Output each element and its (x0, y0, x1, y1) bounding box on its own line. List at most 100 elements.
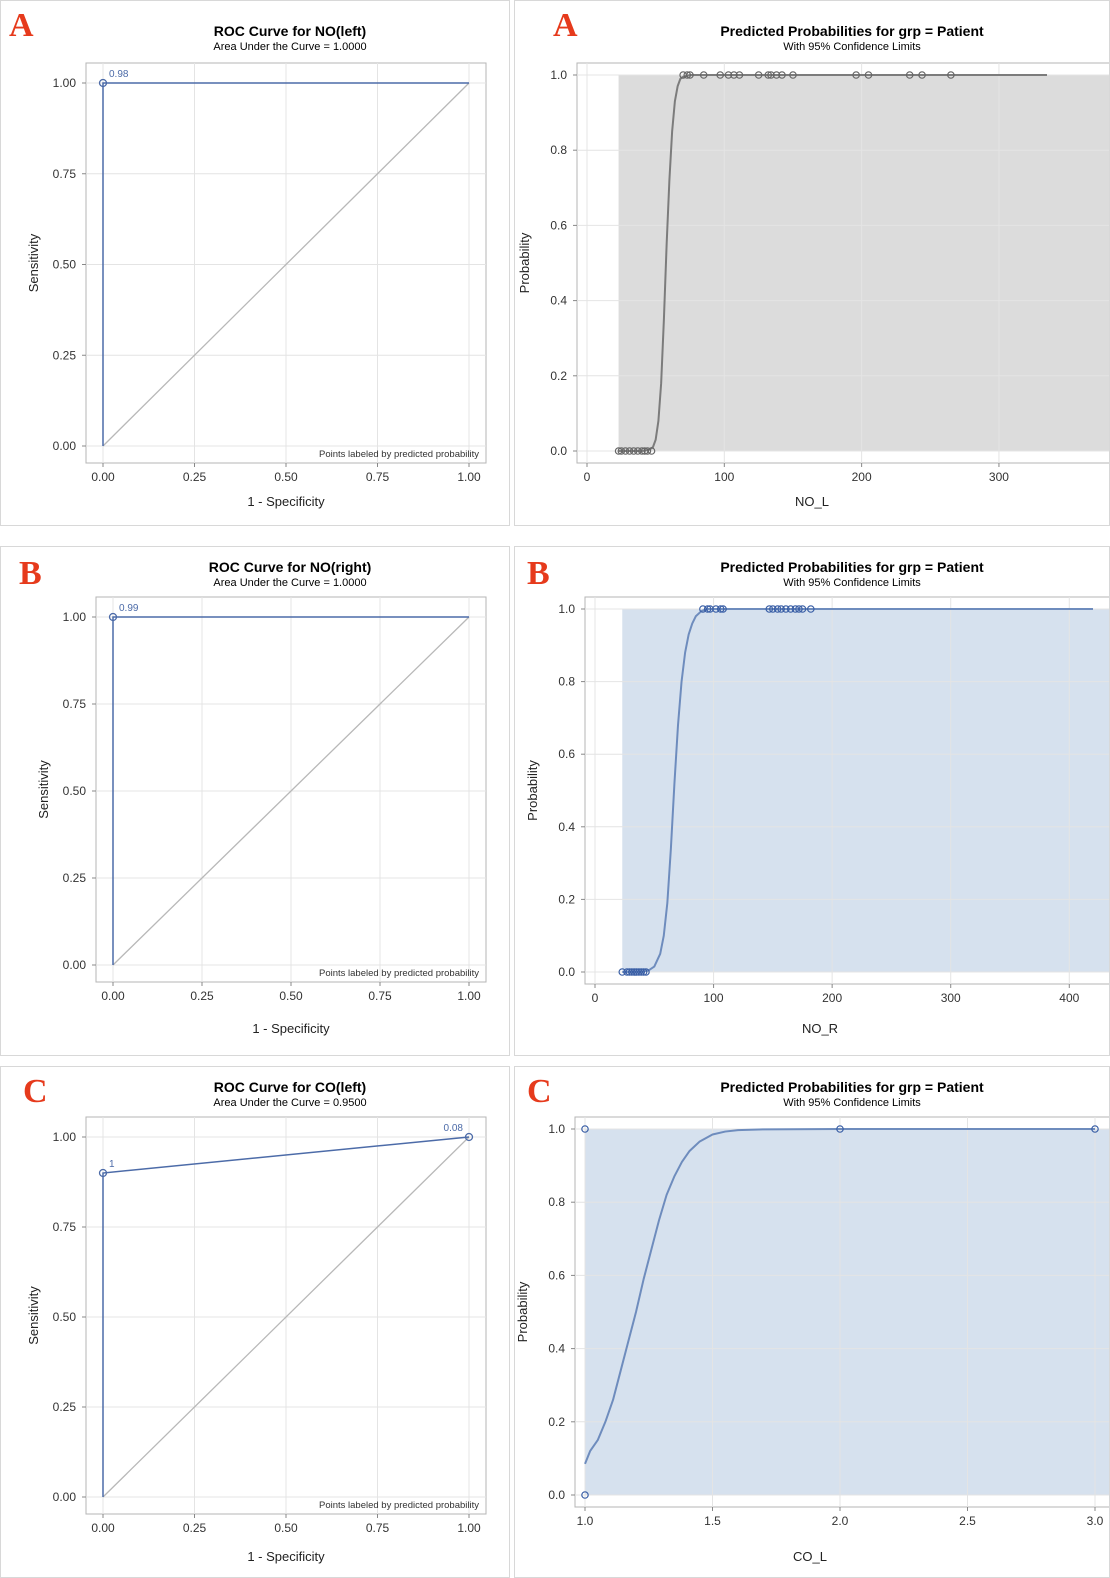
y-tick-label: 0.75 (53, 1220, 77, 1234)
y-tick-label: 0.4 (550, 294, 567, 308)
reference-diagonal (102, 82, 470, 447)
prob-title-c: Predicted Probabilities for grp = Patien… (720, 1079, 984, 1095)
observed-point (647, 447, 656, 455)
observed-point (639, 968, 648, 976)
observed-point (806, 605, 815, 613)
y-tick-label: 0.0 (548, 1488, 565, 1502)
observed-point (637, 968, 646, 976)
x-tick-label: 0.25 (190, 989, 214, 1003)
prob-chart-a: 0 100 200 300 0.0 0.2 0.4 0.6 0.8 1.0 NO_L Probabil… (517, 62, 1109, 509)
x-tick-label: 0.75 (366, 1521, 390, 1535)
y-axis-label: Probability (515, 1281, 530, 1342)
observed-point (772, 71, 781, 79)
x-tick-label: 1.00 (457, 1521, 481, 1535)
prob-title-b: Predicted Probabilities for grp = Patien… (720, 559, 984, 575)
prob-panel-a: 0 100 200 300 0.0 0.2 0.4 0.6 0.8 1.0 NO_L Probabil… (514, 0, 1110, 526)
x-tick-label: 200 (822, 991, 842, 1005)
x-tick-label: 0.75 (368, 989, 392, 1003)
observed-point (683, 71, 692, 79)
y-tick-label: 0.6 (548, 1268, 565, 1282)
points-note: Points labeled by predicted probability (319, 1500, 479, 1511)
observed-point (643, 447, 652, 455)
y-tick-label: 1.0 (558, 602, 575, 616)
observed-point (918, 71, 926, 79)
observed-point (716, 71, 724, 79)
observed-point (767, 71, 775, 79)
y-tick-label: 0.00 (63, 958, 87, 972)
observed-point (618, 968, 627, 976)
roc-title-b: ROC Curve for NO(right) (208, 559, 372, 575)
observed-point (947, 71, 955, 79)
y-tick-label: 0.0 (550, 444, 567, 458)
roc-point (464, 1132, 474, 1142)
y-tick-label: 0.4 (558, 820, 575, 834)
x-axis-label: 1 - Specificity (252, 1021, 330, 1036)
observed-point (864, 71, 873, 79)
roc-curve (102, 82, 469, 446)
x-tick-label: 0.50 (279, 989, 303, 1003)
observed-point (764, 71, 773, 79)
observed-point (625, 968, 634, 976)
y-tick-label: 0.2 (558, 892, 575, 906)
roc-curve (112, 616, 469, 965)
observed-point (629, 447, 638, 455)
x-tick-label: 1.00 (457, 989, 481, 1003)
observed-point (836, 1125, 844, 1133)
x-tick-label: 0.75 (366, 470, 390, 484)
y-tick-label: 0.8 (558, 675, 575, 689)
x-tick-label: 400 (1059, 991, 1079, 1005)
y-tick-label: 0.75 (63, 697, 87, 711)
observed-point (712, 605, 720, 613)
y-tick-label: 0.6 (550, 218, 567, 232)
y-tick-label: 1.00 (53, 1130, 77, 1144)
observed-point (765, 605, 774, 613)
observed-point (905, 71, 914, 79)
y-tick-label: 0.00 (53, 439, 77, 453)
y-tick-label: 0.8 (548, 1195, 565, 1209)
prob-chart-b: 0 100 200 300 400 0.0 0.2 0.4 0.6 0.8 1.0 NO_R Proba… (525, 596, 1109, 1036)
point-label: 0.08 (444, 1123, 464, 1134)
x-tick-label: 0.50 (274, 1521, 298, 1535)
prob-subtitle-c: With 95% Confidence Limits (783, 1097, 921, 1109)
observed-point (782, 605, 790, 613)
y-axis-label: Sensitivity (36, 760, 51, 819)
roc-title-c: ROC Curve for CO(left) (213, 1079, 367, 1095)
observed-point (699, 605, 707, 613)
y-tick-label: 0.50 (53, 258, 77, 272)
point-label: 1 (109, 1159, 115, 1170)
roc-point (98, 1168, 108, 1178)
y-axis-label: Sensitivity (26, 1286, 41, 1345)
prob-panel-c: 1.0 1.5 2.0 2.5 3.0 0.0 0.2 0.4 0.6 0.8 1.0 CO_L Pro… (514, 1066, 1110, 1578)
point-label: 0.98 (109, 69, 129, 80)
panel-label-b-roc: B (19, 555, 42, 592)
panel-label-a-roc: A (9, 7, 34, 44)
roc-panel-a: 0.00 0.25 0.50 0.75 1.00 0.00 0.25 0.50 0.75 1.00… (0, 0, 510, 526)
observed-point (724, 71, 733, 79)
roc-subtitle-c: Area Under the Curve = 0.9500 (213, 1097, 367, 1109)
y-tick-label: 0.25 (53, 1400, 77, 1414)
observed-point (798, 605, 807, 613)
roc-point (98, 78, 108, 88)
y-tick-label: 0.50 (63, 784, 87, 798)
confidence-band (618, 75, 1109, 451)
observed-point (789, 71, 797, 79)
y-tick-label: 0.00 (53, 1490, 77, 1504)
observed-point (754, 71, 763, 79)
y-axis-label: Probability (525, 760, 540, 821)
x-axis-label: 1 - Specificity (247, 1549, 325, 1564)
x-tick-label: 2.0 (832, 1514, 849, 1528)
y-tick-label: 0.6 (558, 747, 575, 761)
x-tick-label: 100 (704, 991, 724, 1005)
probability-curve (584, 1128, 1095, 1465)
x-axis-label: NO_L (795, 494, 829, 509)
x-tick-label: 300 (941, 991, 961, 1005)
y-tick-label: 0.25 (63, 871, 87, 885)
observed-point (786, 605, 795, 613)
roc-panel-c: 0.00 0.25 0.50 0.75 1.00 0.00 0.25 0.50 0.75 1.00… (0, 1066, 510, 1578)
roc-chart-c: 0.00 0.25 0.50 0.75 1.00 0.00 0.25 0.50 0.75 1.00… (26, 1116, 487, 1564)
observed-point (795, 605, 803, 613)
y-tick-label: 0.50 (53, 1310, 77, 1324)
x-tick-label: 0.00 (101, 989, 125, 1003)
roc-point (108, 612, 118, 622)
x-tick-label: 3.0 (1087, 1514, 1104, 1528)
